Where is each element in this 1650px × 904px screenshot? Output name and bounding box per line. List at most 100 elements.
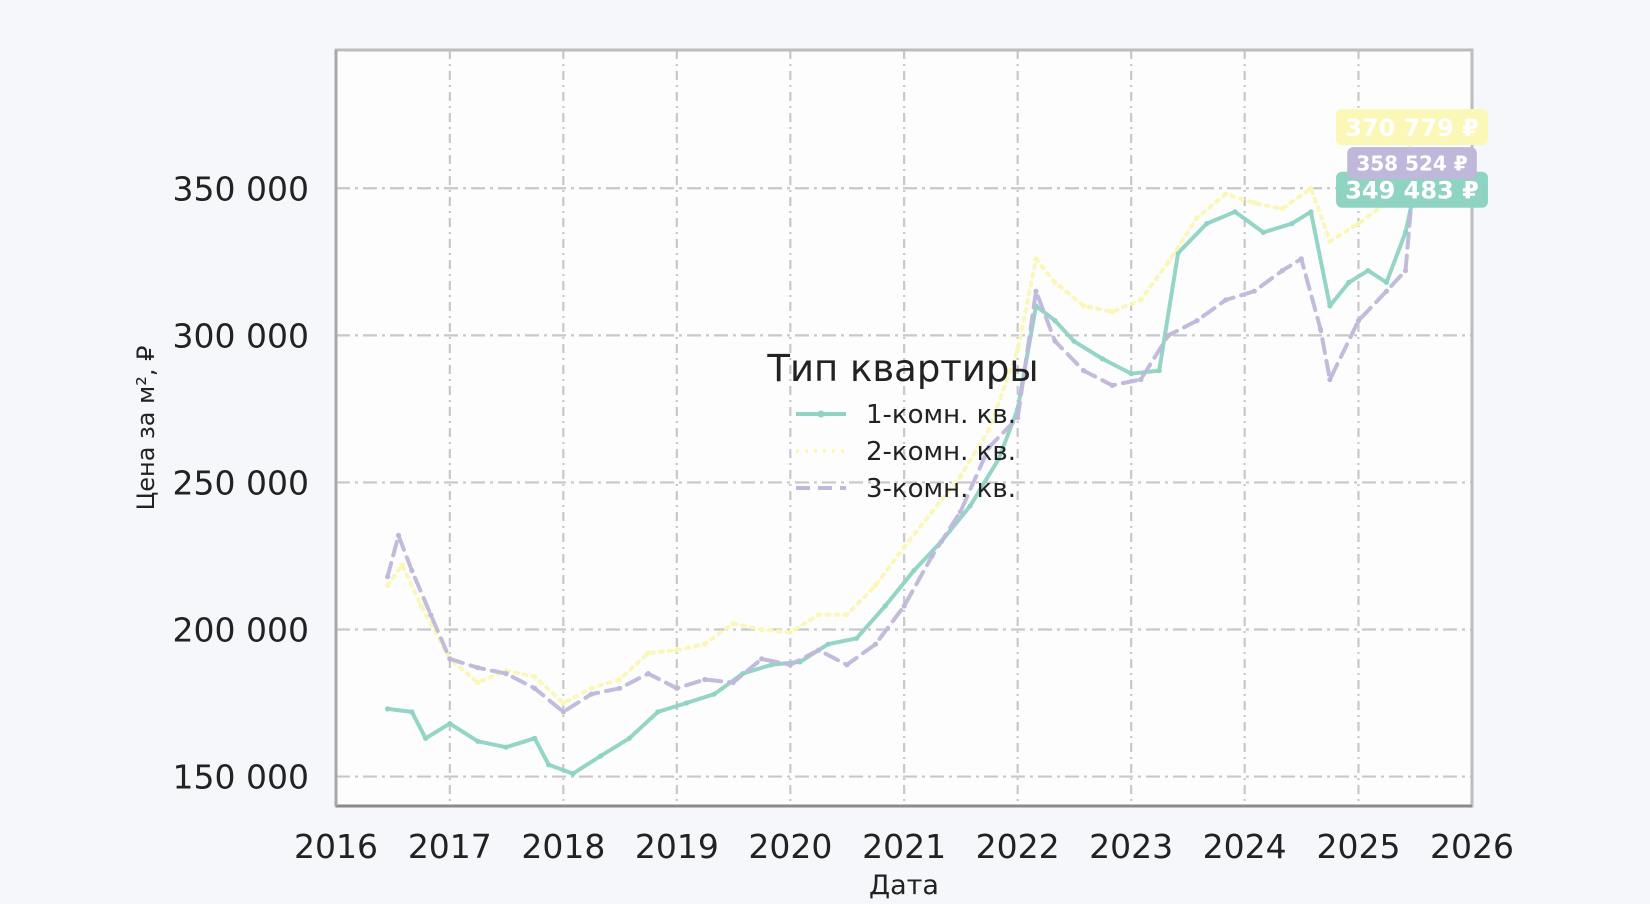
data-point xyxy=(986,444,992,450)
x-tick-label: 2019 xyxy=(635,827,719,866)
data-point xyxy=(759,626,765,633)
data-point xyxy=(1081,303,1087,309)
end-label-badge xyxy=(1347,147,1477,180)
data-point xyxy=(825,641,831,647)
data-point xyxy=(560,700,566,706)
data-point xyxy=(674,647,680,653)
series-line xyxy=(385,125,1417,705)
legend-item: 1-комн. кв. xyxy=(796,400,1016,430)
data-point xyxy=(1232,209,1238,215)
data-point xyxy=(702,676,708,683)
data-point xyxy=(503,744,509,750)
data-point xyxy=(996,456,1002,462)
x-tick-label: 2020 xyxy=(748,827,832,866)
data-point xyxy=(1346,279,1352,285)
end-label-badge xyxy=(1336,109,1488,146)
data-point xyxy=(428,612,434,618)
data-point xyxy=(1383,288,1390,294)
data-point xyxy=(617,685,623,691)
data-point xyxy=(395,532,402,539)
data-point xyxy=(882,603,888,609)
axes xyxy=(334,48,1474,808)
data-point xyxy=(385,706,391,712)
legend-label: 1-комн. кв. xyxy=(866,400,1016,430)
data-point xyxy=(1052,338,1058,344)
data-point xyxy=(1402,268,1409,274)
end-value-labels: 349 483 ₽ 370 779 ₽ 358 524 ₽ xyxy=(1336,109,1488,208)
data-point xyxy=(1033,288,1039,294)
data-point xyxy=(1223,191,1229,197)
data-point xyxy=(702,641,708,647)
data-point xyxy=(967,503,973,509)
data-point xyxy=(844,662,850,668)
data-point xyxy=(768,662,775,668)
data-point xyxy=(787,629,793,636)
data-point xyxy=(911,568,917,574)
data-point xyxy=(1223,297,1229,303)
x-tick-label: 2016 xyxy=(294,827,378,866)
data-point xyxy=(1204,221,1210,227)
data-point xyxy=(1071,338,1077,344)
data-point xyxy=(645,650,651,656)
data-point xyxy=(1365,268,1371,274)
data-point xyxy=(1128,371,1134,377)
legend: Тип квартиры 1-комн. кв. 2-комн. кв. 3-ком… xyxy=(766,347,1038,504)
data-point xyxy=(1355,318,1362,324)
y-tick-label: 150 000 xyxy=(173,758,309,797)
data-point xyxy=(1383,279,1390,285)
data-point xyxy=(423,735,429,741)
data-point xyxy=(711,691,717,697)
data-point xyxy=(730,621,736,627)
data-point xyxy=(730,679,736,686)
end-label-badge xyxy=(1336,171,1488,208)
x-tick-label: 2025 xyxy=(1317,827,1401,866)
legend-label: 3-комн. кв. xyxy=(866,474,1016,504)
legend-marker xyxy=(817,410,825,418)
data-point xyxy=(1194,318,1200,324)
x-tick-label: 2026 xyxy=(1430,827,1514,866)
data-point xyxy=(1100,356,1106,362)
data-point xyxy=(1033,256,1039,262)
data-point xyxy=(570,771,576,777)
data-point xyxy=(1156,368,1162,374)
data-point xyxy=(1308,185,1314,191)
data-point xyxy=(1308,209,1314,215)
data-point xyxy=(560,709,566,715)
data-point xyxy=(787,662,793,668)
data-point xyxy=(418,603,424,609)
data-point xyxy=(674,685,680,691)
series-layer xyxy=(385,124,1418,777)
x-axis-label: Дата xyxy=(869,870,939,900)
data-point xyxy=(1318,326,1324,333)
data-point xyxy=(1327,238,1333,244)
series-3 xyxy=(385,160,1418,715)
data-point xyxy=(1298,256,1304,262)
data-point xyxy=(1081,368,1087,374)
data-point xyxy=(588,691,594,697)
data-point xyxy=(475,679,481,686)
data-point xyxy=(986,426,992,433)
end-label-text: 349 483 ₽ xyxy=(1345,176,1479,204)
x-tick-label: 2023 xyxy=(1089,827,1173,866)
data-point xyxy=(872,641,879,647)
data-point xyxy=(617,676,623,683)
data-point xyxy=(385,582,391,589)
y-axis-label: Цена за м², ₽ xyxy=(132,346,160,511)
end-label-2: 370 779 ₽ xyxy=(1336,109,1488,146)
data-point xyxy=(759,656,765,662)
data-point xyxy=(546,762,552,768)
data-point xyxy=(532,674,538,680)
data-point xyxy=(588,685,594,691)
data-point xyxy=(1279,268,1285,274)
x-tick-label: 2021 xyxy=(862,827,946,866)
data-point xyxy=(1194,215,1200,221)
data-point xyxy=(399,562,405,568)
data-point xyxy=(503,671,509,677)
legend-item: 2-комн. кв. xyxy=(796,437,1016,467)
data-point xyxy=(409,568,415,574)
data-point xyxy=(1355,221,1362,227)
tick-labels: 2016 2017 2018 2019 2020 2021 2022 2023 2024 2025… xyxy=(173,169,1514,866)
data-point xyxy=(645,671,651,677)
data-point xyxy=(1260,229,1266,235)
